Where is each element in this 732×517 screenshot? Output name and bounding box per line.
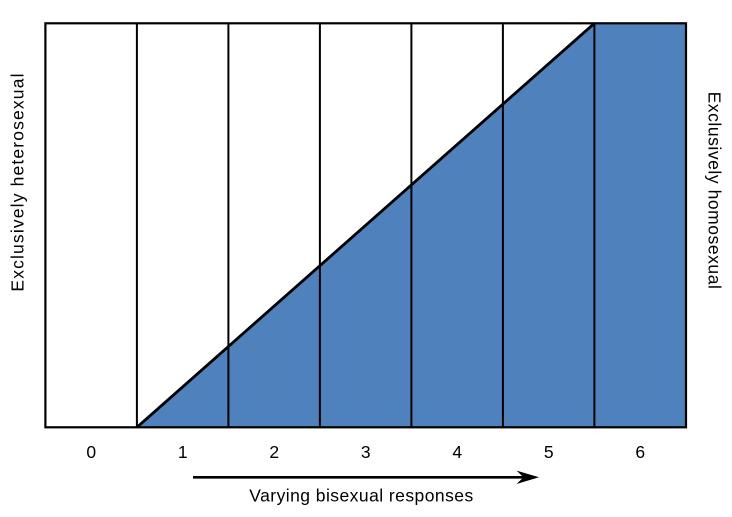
svg-text:1: 1 [178,442,188,462]
svg-text:Exclusively heterosexual: Exclusively heterosexual [8,72,28,291]
svg-text:Varying bisexual responses: Varying bisexual responses [249,485,473,505]
svg-text:2: 2 [269,442,279,462]
svg-text:0: 0 [86,442,96,462]
svg-text:5: 5 [544,442,554,462]
svg-text:3: 3 [361,442,371,462]
svg-text:4: 4 [452,442,462,462]
svg-text:Exclusively homosexual: Exclusively homosexual [705,92,725,290]
svg-text:6: 6 [635,442,645,462]
